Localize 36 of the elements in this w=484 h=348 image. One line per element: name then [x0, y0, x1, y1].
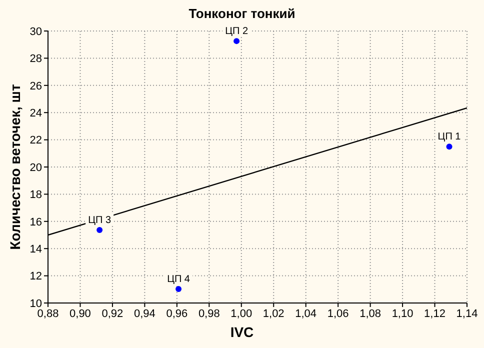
annotation: ЦП 4 [167, 274, 190, 285]
x-tick-label: 1,14 [456, 308, 478, 320]
chart-title: Тонконог тонкий [188, 6, 296, 21]
y-tick-label: 30 [30, 26, 42, 38]
x-tick-label: 0,94 [134, 308, 156, 320]
y-tick-label: 20 [30, 162, 42, 174]
y-axis-title: Количество веточек, шт [7, 84, 24, 250]
x-tick-label: 1,12 [424, 308, 446, 320]
x-tick-label: 0,92 [102, 308, 124, 320]
x-tick-label: 0,98 [198, 308, 220, 320]
x-tick-label: 0,96 [166, 308, 188, 320]
y-tick-label: 14 [30, 244, 42, 256]
annotation: ЦП 3 [88, 214, 112, 226]
x-tick-label: 1,06 [327, 308, 349, 320]
y-tick-label: 26 [30, 80, 42, 92]
x-tick-label: 0,90 [70, 308, 91, 320]
y-tick-label: 12 [30, 270, 42, 283]
annotation: ЦП 1 [438, 132, 462, 143]
x-tick-label: 1,10 [392, 308, 414, 320]
y-tick-label: 24 [30, 108, 42, 120]
y-tick-label: 10 [30, 298, 42, 310]
x-tick-label: 1,02 [262, 308, 284, 320]
x-tick-label: 1,08 [360, 308, 382, 320]
y-tick-label: 22 [30, 134, 42, 147]
annotation: ЦП 2 [225, 26, 248, 38]
x-tick-label: 0,88 [37, 308, 59, 320]
y-tick-label: 28 [30, 53, 42, 66]
point [234, 38, 240, 44]
x-tick-label: 1,00 [230, 308, 252, 320]
x-tick-label: 1,04 [295, 308, 317, 320]
point [176, 286, 182, 292]
point [96, 226, 103, 233]
y-tick-label: 18 [30, 189, 42, 202]
y-tick-label: 16 [30, 216, 42, 228]
x-axis-title: IVC [229, 324, 255, 340]
point [446, 144, 452, 150]
